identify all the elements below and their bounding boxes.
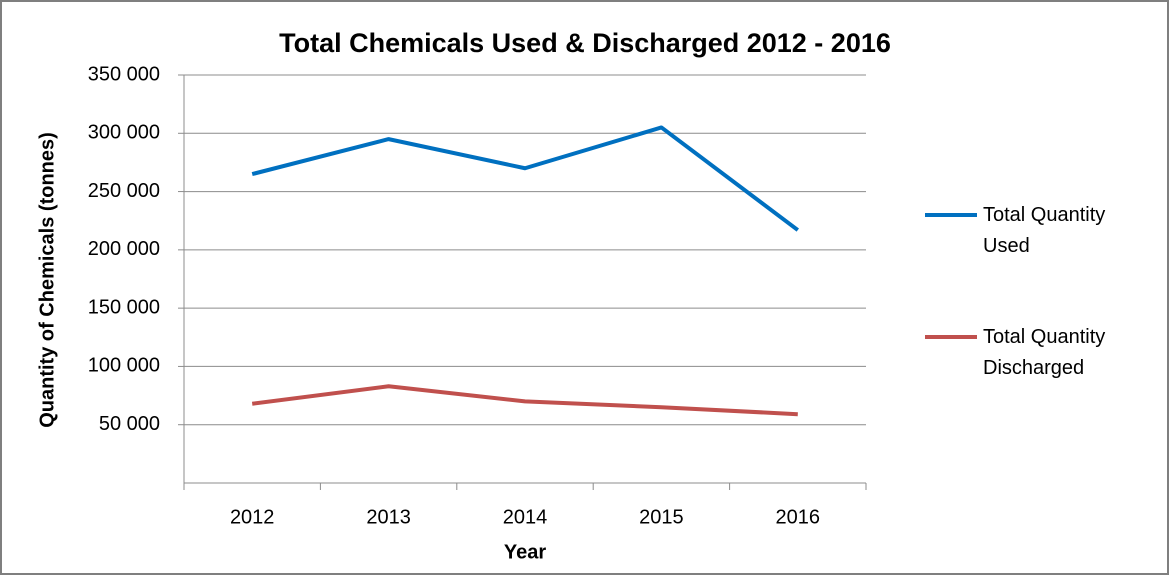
y-tick-label: 50 000 xyxy=(99,413,160,435)
x-axis-label: Year xyxy=(504,541,546,563)
y-axis-label: Quantity of Chemicals (tonnes) xyxy=(36,132,58,428)
y-tick-label: 350 000 xyxy=(88,63,160,85)
x-tick-label: 2014 xyxy=(503,506,548,528)
y-tick-label: 200 000 xyxy=(88,238,160,260)
x-tick-label: 2013 xyxy=(366,506,411,528)
x-tick-label: 2016 xyxy=(776,506,821,528)
y-tick-label: 100 000 xyxy=(88,355,160,377)
y-tick-label: 150 000 xyxy=(88,296,160,318)
y-tick-label: 300 000 xyxy=(88,122,160,144)
x-tick-label: 2015 xyxy=(639,506,684,528)
legend-label: Total Quantity Discharged xyxy=(983,326,1106,379)
legend-label: Total Quantity Used xyxy=(983,204,1106,257)
y-tick-label: 250 000 xyxy=(88,180,160,202)
line-series xyxy=(251,125,800,232)
chart-title: Total Chemicals Used & Discharged 2012 -… xyxy=(279,28,891,58)
x-tick-label: 2012 xyxy=(230,506,275,528)
line-series xyxy=(251,384,798,417)
